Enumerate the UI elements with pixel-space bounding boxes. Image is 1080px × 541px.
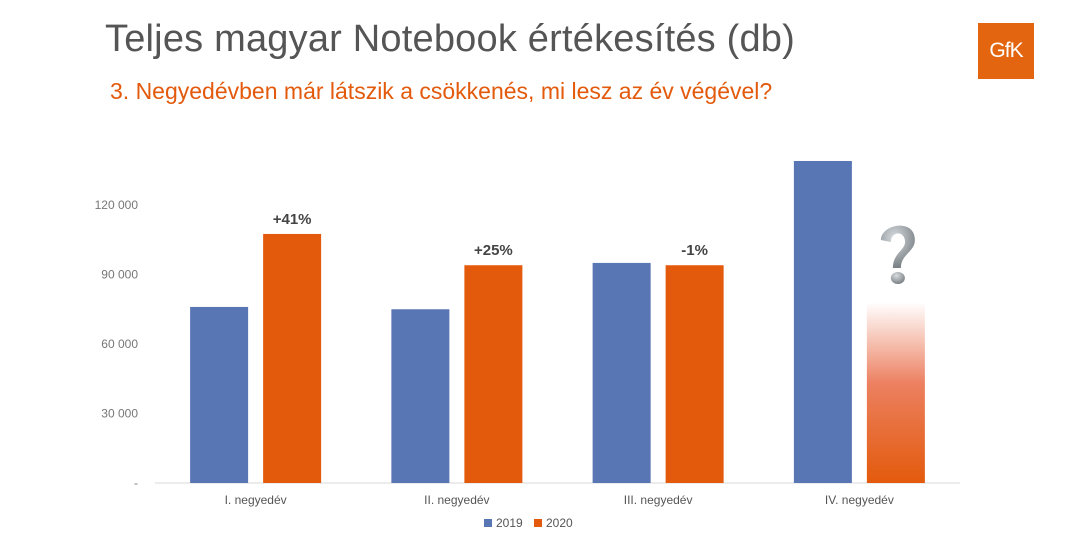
- y-tick-label: 90 000: [101, 268, 138, 282]
- legend-swatch-2020: [534, 519, 542, 527]
- data-label: +25%: [474, 242, 513, 259]
- bar-2020: [263, 233, 322, 483]
- gfk-logo: GfK: [978, 23, 1034, 79]
- bar-2019: [592, 262, 651, 483]
- question-mark-icon: [880, 225, 915, 284]
- legend-label: 2020: [546, 516, 573, 530]
- page-subtitle: 3. Negyedévben már látszik a csökkenés, …: [110, 78, 773, 104]
- x-tick-label: II. negyedév: [424, 493, 489, 507]
- legend-swatch-2019: [484, 519, 492, 527]
- question-mark-shape: [880, 225, 915, 268]
- y-tick-label: 60 000: [101, 337, 138, 351]
- y-tick-label: 120 000: [95, 198, 139, 212]
- x-tick-label: IV. negyedév: [825, 493, 894, 507]
- legend-label: 2019: [496, 516, 523, 530]
- bar-2020: [464, 265, 523, 483]
- bar-2019: [391, 309, 450, 483]
- data-label: +41%: [273, 211, 312, 228]
- x-tick-label: III. negyedév: [624, 493, 693, 507]
- y-tick-label: -: [134, 476, 138, 490]
- bar-2019: [793, 160, 852, 483]
- y-tick-label: 30 000: [101, 407, 138, 421]
- bar-2019: [190, 306, 249, 483]
- question-mark-dot: [890, 272, 905, 284]
- bar-2020-unknown: [866, 302, 925, 483]
- page-title: Teljes magyar Notebook értékesítés (db): [105, 18, 796, 60]
- data-label: -1%: [681, 242, 708, 259]
- bar-2020: [665, 265, 724, 483]
- x-tick-label: I. negyedév: [225, 493, 287, 507]
